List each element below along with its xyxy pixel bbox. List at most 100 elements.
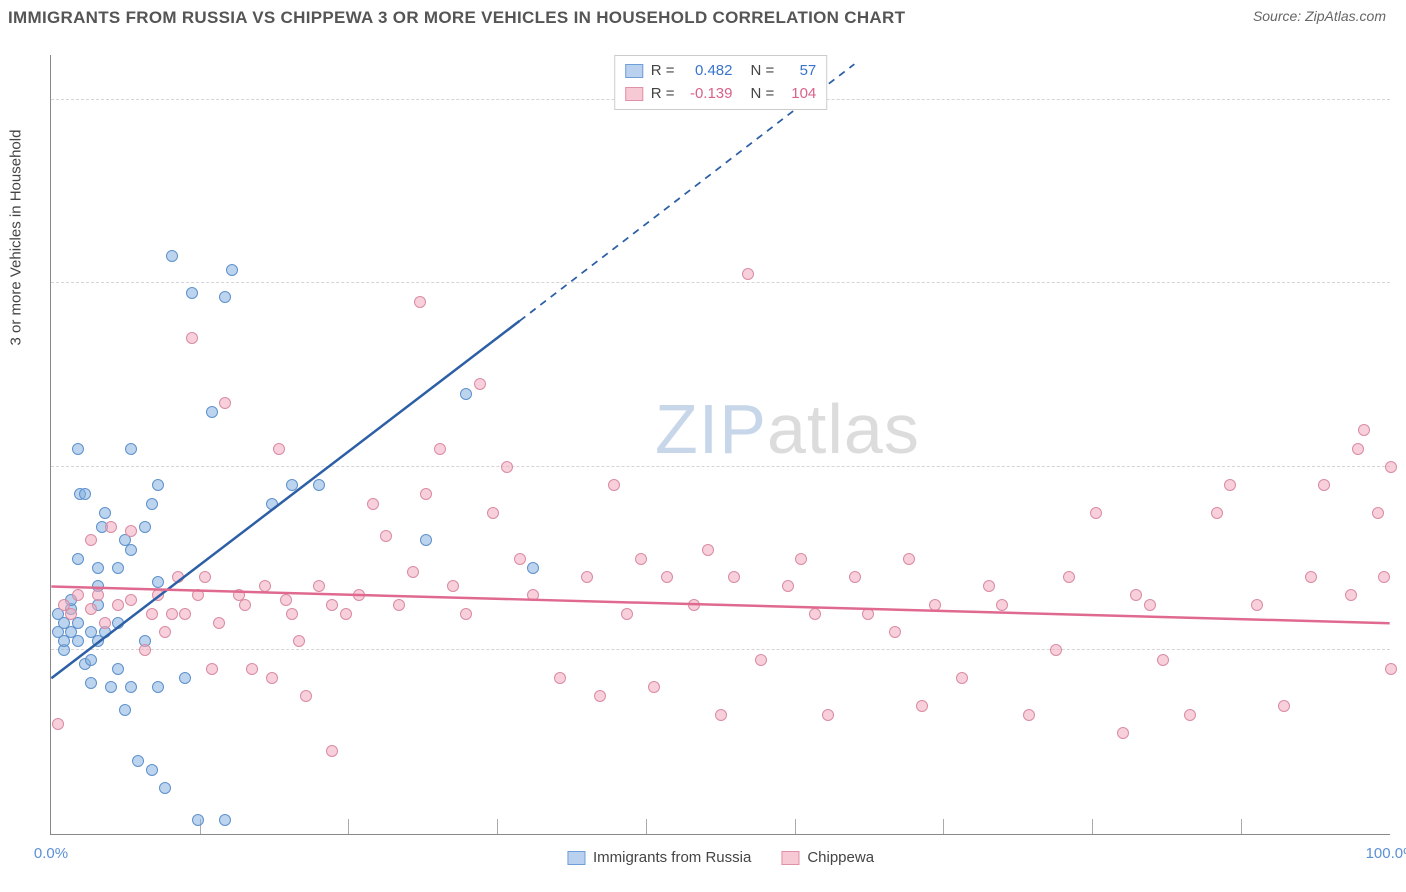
data-point <box>226 264 238 276</box>
data-point <box>146 608 158 620</box>
data-point <box>420 488 432 500</box>
data-point <box>246 663 258 675</box>
data-point <box>514 553 526 565</box>
data-point <box>300 690 312 702</box>
data-point <box>1117 727 1129 739</box>
data-point <box>1251 599 1263 611</box>
plot-area: ZIPatlas R =0.482N =57R =-0.139N =104 3 … <box>50 55 1390 835</box>
data-point <box>594 690 606 702</box>
data-point <box>809 608 821 620</box>
data-point <box>119 704 131 716</box>
data-point <box>460 388 472 400</box>
data-point <box>688 599 700 611</box>
data-point <box>460 608 472 620</box>
data-point <box>1184 709 1196 721</box>
data-point <box>380 530 392 542</box>
data-point <box>1023 709 1035 721</box>
data-point <box>1385 663 1397 675</box>
correlation-legend-row: R =0.482N =57 <box>625 60 817 83</box>
data-point <box>99 507 111 519</box>
data-point <box>956 672 968 684</box>
data-point <box>1378 571 1390 583</box>
x-minor-tick <box>497 819 498 834</box>
x-minor-tick <box>1241 819 1242 834</box>
x-tick-label: 0.0% <box>34 845 68 862</box>
data-point <box>420 534 432 546</box>
data-point <box>447 580 459 592</box>
r-label: R = <box>651 83 675 106</box>
data-point <box>1063 571 1075 583</box>
n-value: 57 <box>782 60 816 83</box>
grid-line <box>51 282 1390 283</box>
n-value: 104 <box>782 83 816 106</box>
data-point <box>259 580 271 592</box>
data-point <box>983 580 995 592</box>
data-point <box>179 608 191 620</box>
data-point <box>782 580 794 592</box>
data-point <box>1090 507 1102 519</box>
data-point <box>186 332 198 344</box>
data-point <box>407 566 419 578</box>
data-point <box>621 608 633 620</box>
data-point <box>434 443 446 455</box>
n-label: N = <box>751 83 775 106</box>
legend-swatch <box>781 851 799 865</box>
data-point <box>192 814 204 826</box>
data-point <box>85 603 97 615</box>
grid-line <box>51 649 1390 650</box>
data-point <box>132 755 144 767</box>
legend-swatch <box>625 64 643 78</box>
correlation-legend: R =0.482N =57R = -0.139 N = 104 <box>614 55 828 110</box>
data-point <box>728 571 740 583</box>
data-point <box>340 608 352 620</box>
grid-line <box>51 466 1390 467</box>
data-point <box>139 521 151 533</box>
data-point <box>125 681 137 693</box>
data-point <box>293 635 305 647</box>
data-point <box>755 654 767 666</box>
data-point <box>393 599 405 611</box>
data-point <box>527 589 539 601</box>
x-minor-tick <box>943 819 944 834</box>
r-value: -0.139 <box>683 83 733 106</box>
x-minor-tick <box>348 819 349 834</box>
data-point <box>1224 479 1236 491</box>
data-point <box>487 507 499 519</box>
data-point <box>795 553 807 565</box>
data-point <box>239 599 251 611</box>
data-point <box>125 594 137 606</box>
data-point <box>286 479 298 491</box>
data-point <box>179 672 191 684</box>
data-point <box>65 608 77 620</box>
data-point <box>929 599 941 611</box>
data-point <box>554 672 566 684</box>
data-point <box>219 814 231 826</box>
x-minor-tick <box>646 819 647 834</box>
data-point <box>313 580 325 592</box>
data-point <box>1385 461 1397 473</box>
data-point <box>85 654 97 666</box>
data-point <box>1352 443 1364 455</box>
data-point <box>1157 654 1169 666</box>
data-point <box>822 709 834 721</box>
data-point <box>199 571 211 583</box>
data-point <box>286 608 298 620</box>
data-point <box>742 268 754 280</box>
data-point <box>125 525 137 537</box>
data-point <box>72 635 84 647</box>
data-point <box>99 617 111 629</box>
data-point <box>1050 644 1062 656</box>
data-point <box>313 479 325 491</box>
data-point <box>326 745 338 757</box>
data-point <box>414 296 426 308</box>
data-point <box>266 672 278 684</box>
data-point <box>85 534 97 546</box>
data-point <box>266 498 278 510</box>
chart-source: Source: ZipAtlas.com <box>1253 8 1386 24</box>
data-point <box>186 287 198 299</box>
data-point <box>213 617 225 629</box>
r-value: 0.482 <box>683 60 733 83</box>
data-point <box>353 589 365 601</box>
data-point <box>903 553 915 565</box>
data-point <box>661 571 673 583</box>
